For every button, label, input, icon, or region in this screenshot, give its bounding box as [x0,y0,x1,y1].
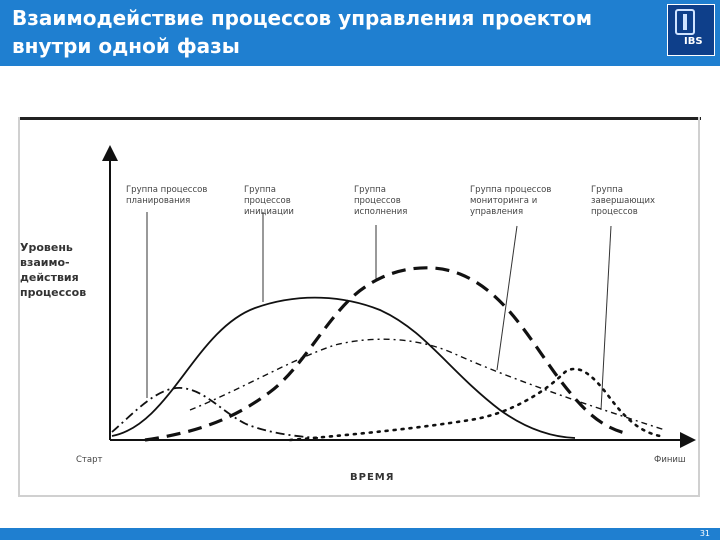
page-number: 31 [699,529,710,538]
curve-monitoring [189,338,666,431]
slide-header: Взаимодействие процессов управления прое… [0,0,720,66]
slide-footer: 31 [0,528,720,540]
group-label-execution: Группа процессов исполнения [354,185,408,217]
company-logo: IBS [667,4,715,56]
curve-execution [144,266,626,442]
group-label-monitoring: Группа процессов мониторинга и управлени… [470,185,552,217]
logo-seal-icon [675,9,695,35]
logo-text: IBS [684,36,703,47]
frame-right-border [698,117,700,497]
y-axis-label: Уровень взаимо-действия процессов [20,241,87,299]
leader-line-monitoring [496,225,518,371]
group-label-closing: Группа завершающих процессов [591,185,656,217]
leader-line-closing [600,225,612,411]
curve-planning [111,387,319,439]
slide-title: Взаимодействие процессов управления прое… [12,6,593,58]
frame-bottom-border [18,495,700,497]
curve-initiation [111,296,576,439]
group-label-initiation: Группа процессов инициации [244,185,294,217]
x-start-label: Старт [76,455,103,465]
frame-left-border [18,117,20,497]
curve-closing [288,367,662,442]
x-axis-label: ВРЕМЯ [350,472,395,483]
x-end-label: Финиш [654,455,686,465]
group-label-planning: Группа процессов планирования [126,185,208,206]
frame-top-border [18,117,701,120]
